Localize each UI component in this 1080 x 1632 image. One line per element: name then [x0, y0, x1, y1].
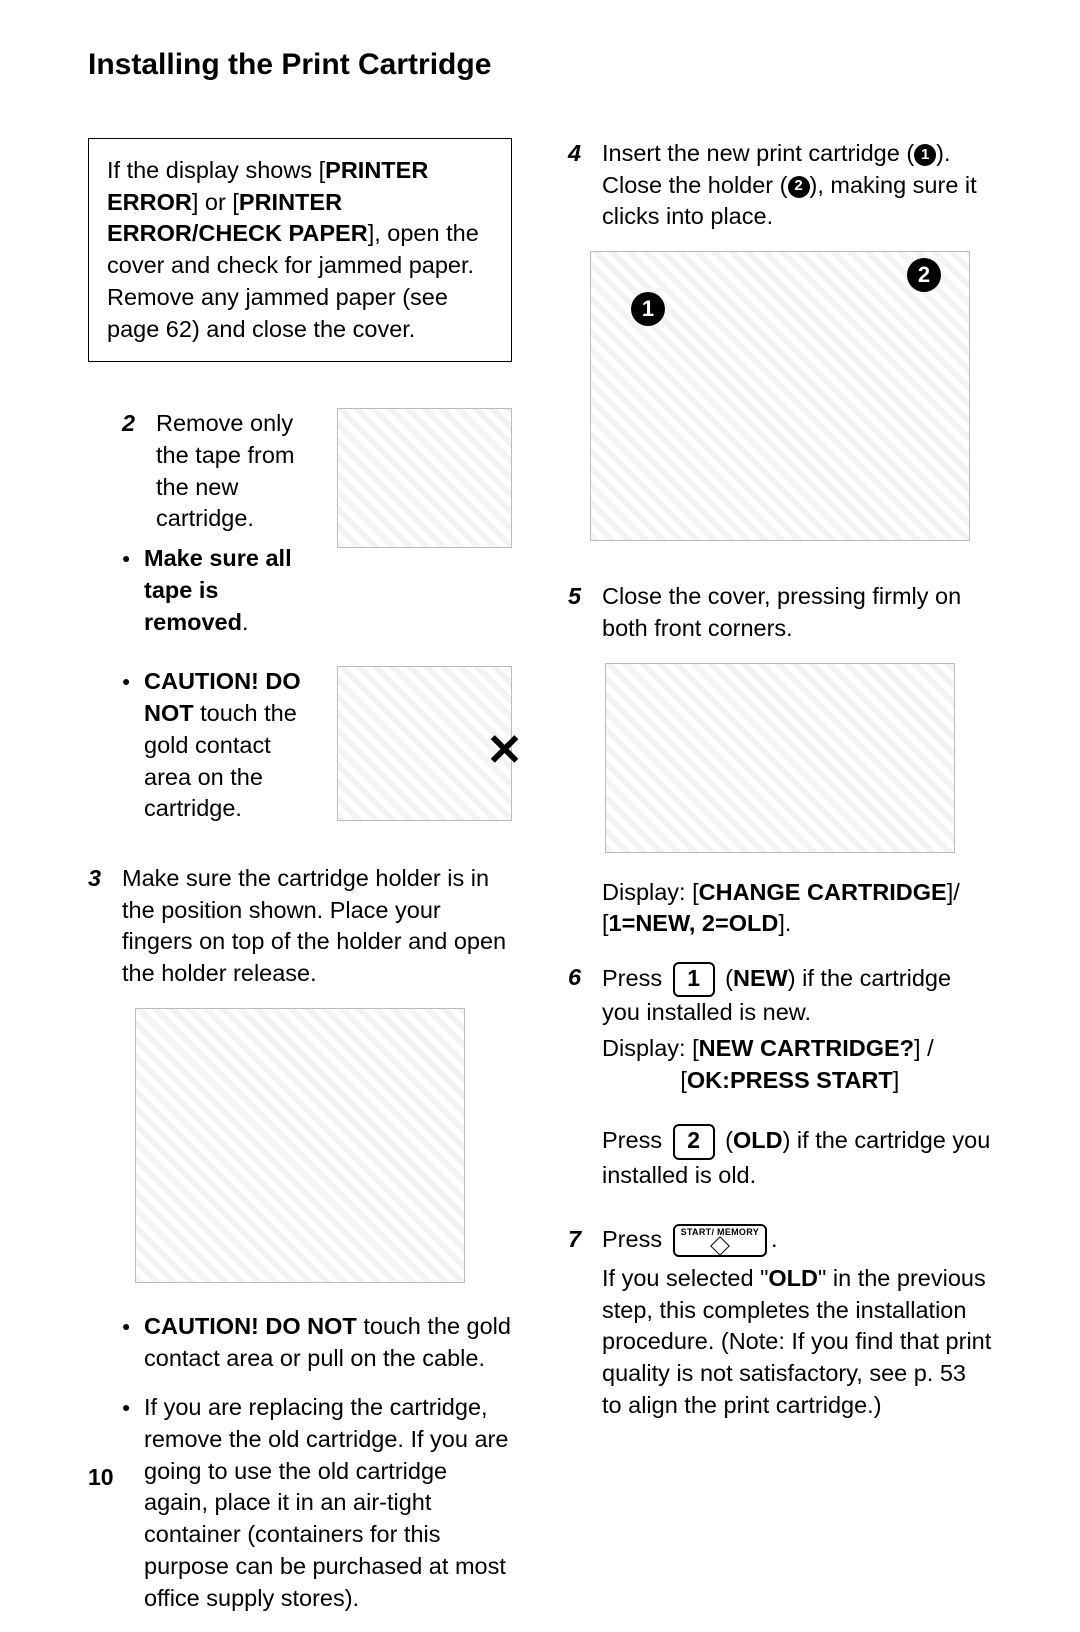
illustration-gold-contact: ✕: [337, 666, 512, 821]
key-1-icon: 1: [673, 962, 715, 997]
step6-old: OLD: [733, 1127, 783, 1153]
step6-disp-close2: ]: [893, 1067, 900, 1093]
tip-mid: ] or [: [192, 189, 239, 215]
illus-circle-2-icon: 2: [907, 258, 941, 292]
step5-disp-b1: CHANGE CARTRIDGE: [699, 879, 947, 905]
x-mark-icon: ✕: [486, 725, 523, 776]
bullet-step3-caution: CAUTION! DO NOT touch the gold contact a…: [122, 1311, 512, 1374]
step-5-number: 5: [568, 581, 588, 644]
page-number: 10: [88, 1464, 114, 1491]
step6-disp-b2: OK:PRESS START: [687, 1067, 893, 1093]
step5-disp-b2: 1=NEW, 2=OLD: [609, 910, 779, 936]
illustration-cartridge-tape: [337, 408, 512, 548]
step-3-body: Make sure the cartridge holder is in the…: [122, 863, 512, 990]
right-column: 4 Insert the new print cartridge (1). Cl…: [568, 138, 992, 1632]
step-4-body: Insert the new print cartridge (1). Clos…: [602, 138, 992, 233]
step4-pre: Insert the new print cartridge (: [602, 140, 914, 166]
step5-display: Display: [CHANGE CARTRIDGE]/ [1=NEW, 2=O…: [568, 877, 992, 940]
step6-disp-b1: NEW CARTRIDGE?: [699, 1035, 914, 1061]
step6-disp-mid: ] /: [914, 1035, 934, 1061]
illustration-close-cover: [605, 663, 955, 853]
step-2: 2 Remove only the tape from the new cart…: [122, 408, 319, 535]
bullet-step3-replace: If you are replacing the cartridge, remo…: [122, 1392, 512, 1614]
step-2-row: 2 Remove only the tape from the new cart…: [88, 408, 512, 656]
step-4-number: 4: [568, 138, 588, 233]
illustration-insert-cartridge: 1 2: [590, 251, 970, 541]
step-2-body: Remove only the tape from the new cartri…: [156, 408, 319, 535]
step-6-number: 6: [568, 962, 588, 1096]
step-5-body: Close the cover, pressing firmly on both…: [602, 581, 992, 644]
inline-circle-1-icon: 1: [914, 144, 936, 166]
make-sure-tape-suffix: .: [242, 609, 249, 635]
bullet-caution-gold: CAUTION! DO NOT touch the gold contact a…: [122, 666, 319, 825]
step-7-number: 7: [568, 1224, 588, 1422]
content-columns: If the display shows [PRINTER ERROR] or …: [88, 138, 992, 1632]
step5-disp-close: ].: [778, 910, 791, 936]
step6-press: Press: [602, 965, 669, 991]
step-2-caution-textcol: CAUTION! DO NOT touch the gold contact a…: [88, 666, 319, 843]
step-4: 4 Insert the new print cartridge (1). Cl…: [568, 138, 992, 233]
illus-circle-1-icon: 1: [631, 292, 665, 326]
step6-old-block: Press 2 (OLD) if the cartridge you insta…: [568, 1124, 992, 1191]
illustration-holder-release: [135, 1008, 465, 1283]
step-2-caution-row: CAUTION! DO NOT touch the gold contact a…: [88, 666, 512, 843]
step7-followup: If you selected "OLD" in the previous st…: [602, 1263, 992, 1422]
tip-prefix: If the display shows [: [107, 157, 325, 183]
step-6-body: Press 1 (NEW) if the cartridge you insta…: [602, 962, 992, 1096]
step3-caution-bold: CAUTION! DO NOT: [144, 1313, 357, 1339]
step-7-body: Press START/ MEMORY. If you selected "OL…: [602, 1224, 992, 1422]
make-sure-tape-bold: Make sure all tape is removed: [144, 545, 292, 634]
step-3: 3 Make sure the cartridge holder is in t…: [88, 863, 512, 990]
page-title: Installing the Print Cartridge: [88, 48, 992, 82]
step-3-number: 3: [88, 863, 108, 990]
step6-display: Display: [NEW CARTRIDGE?] / [OK:PRESS ST…: [602, 1033, 992, 1096]
step-5: 5 Close the cover, pressing firmly on bo…: [568, 581, 992, 644]
step6-new: NEW: [733, 965, 788, 991]
step-6: 6 Press 1 (NEW) if the cartridge you ins…: [568, 962, 992, 1096]
key-2-icon: 2: [673, 1124, 715, 1159]
step-7: 7 Press START/ MEMORY. If you selected "…: [568, 1224, 992, 1422]
step-2-number: 2: [122, 408, 142, 535]
step-2-text-col: 2 Remove only the tape from the new cart…: [88, 408, 319, 656]
step6-press-2: Press: [602, 1127, 669, 1153]
step7-period: .: [771, 1226, 778, 1252]
tip-box: If the display shows [PRINTER ERROR] or …: [88, 138, 512, 362]
inline-circle-2-icon: 2: [788, 176, 810, 198]
step7-press: Press: [602, 1226, 669, 1252]
left-column: If the display shows [PRINTER ERROR] or …: [88, 138, 512, 1632]
step6-disp-pre: Display: [: [602, 1035, 699, 1061]
step-2-caution-bullets: CAUTION! DO NOT touch the gold contact a…: [122, 666, 319, 825]
step-3-bullets: CAUTION! DO NOT touch the gold contact a…: [88, 1311, 512, 1614]
bullet-make-sure-tape: Make sure all tape is removed.: [122, 543, 319, 638]
step-2-bullets: Make sure all tape is removed.: [122, 543, 319, 638]
diamond-icon: [710, 1236, 730, 1256]
step7-pre: If you selected ": [602, 1265, 768, 1291]
step5-disp-pre: Display: [: [602, 879, 699, 905]
step7-old-bold: OLD: [768, 1265, 818, 1291]
key-start-memory-icon: START/ MEMORY: [673, 1224, 767, 1257]
